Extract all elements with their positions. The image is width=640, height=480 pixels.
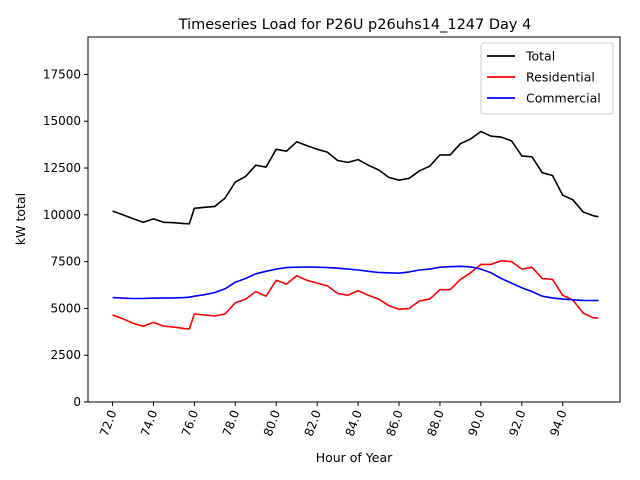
plot-frame bbox=[87, 36, 621, 403]
legend-label-total: Total bbox=[525, 49, 555, 64]
x-tick-label: 88.0 bbox=[424, 408, 446, 438]
x-tick-label: 86.0 bbox=[384, 408, 406, 438]
x-tick-label: 84.0 bbox=[343, 408, 365, 438]
x-tick-label: 92.0 bbox=[506, 408, 528, 438]
plot-lines bbox=[112, 130, 599, 330]
x-tick-label: 74.0 bbox=[138, 408, 160, 438]
x-axis-ticks: 72.0 74.0 76.0 78.0 80.0 82.0 84.0 86.0 88.0 90.0… bbox=[97, 402, 570, 438]
x-tick-label: 82.0 bbox=[302, 408, 324, 438]
x-tick-label: 80.0 bbox=[261, 408, 283, 438]
legend-label-commercial: Commercial bbox=[526, 91, 601, 106]
series-line-commercial bbox=[112, 265, 599, 302]
y-tick-label: 2500 bbox=[50, 348, 81, 362]
legend-box bbox=[480, 42, 614, 115]
x-axis-label: Hour of Year bbox=[316, 450, 393, 465]
x-tick-label: 90.0 bbox=[465, 408, 487, 438]
y-tick-label: 10000 bbox=[43, 208, 81, 222]
x-tick-label: 76.0 bbox=[179, 408, 201, 438]
x-tick-label: 78.0 bbox=[220, 408, 242, 438]
chart-title: Timeseries Load for P26U p26uhs14_1247 D… bbox=[178, 17, 532, 33]
y-axis-ticks: 0 2500 5000 7500 10000 12500 15000 17500 bbox=[43, 67, 88, 409]
y-tick-label: 17500 bbox=[43, 67, 81, 81]
y-axis-label: kW total bbox=[13, 193, 28, 245]
series-line-total bbox=[112, 130, 599, 225]
y-tick-label: 7500 bbox=[50, 255, 81, 269]
legend-label-residential: Residential bbox=[526, 70, 595, 85]
series-line-residential bbox=[112, 259, 599, 330]
y-tick-label: 5000 bbox=[50, 301, 81, 315]
y-tick-label: 12500 bbox=[43, 161, 81, 175]
y-tick-label: 0 bbox=[73, 395, 81, 409]
legend: Total Residential Commercial bbox=[480, 42, 614, 115]
x-tick-label: 94.0 bbox=[547, 408, 569, 438]
y-tick-label: 15000 bbox=[43, 114, 81, 128]
x-tick-label: 72.0 bbox=[97, 408, 119, 438]
